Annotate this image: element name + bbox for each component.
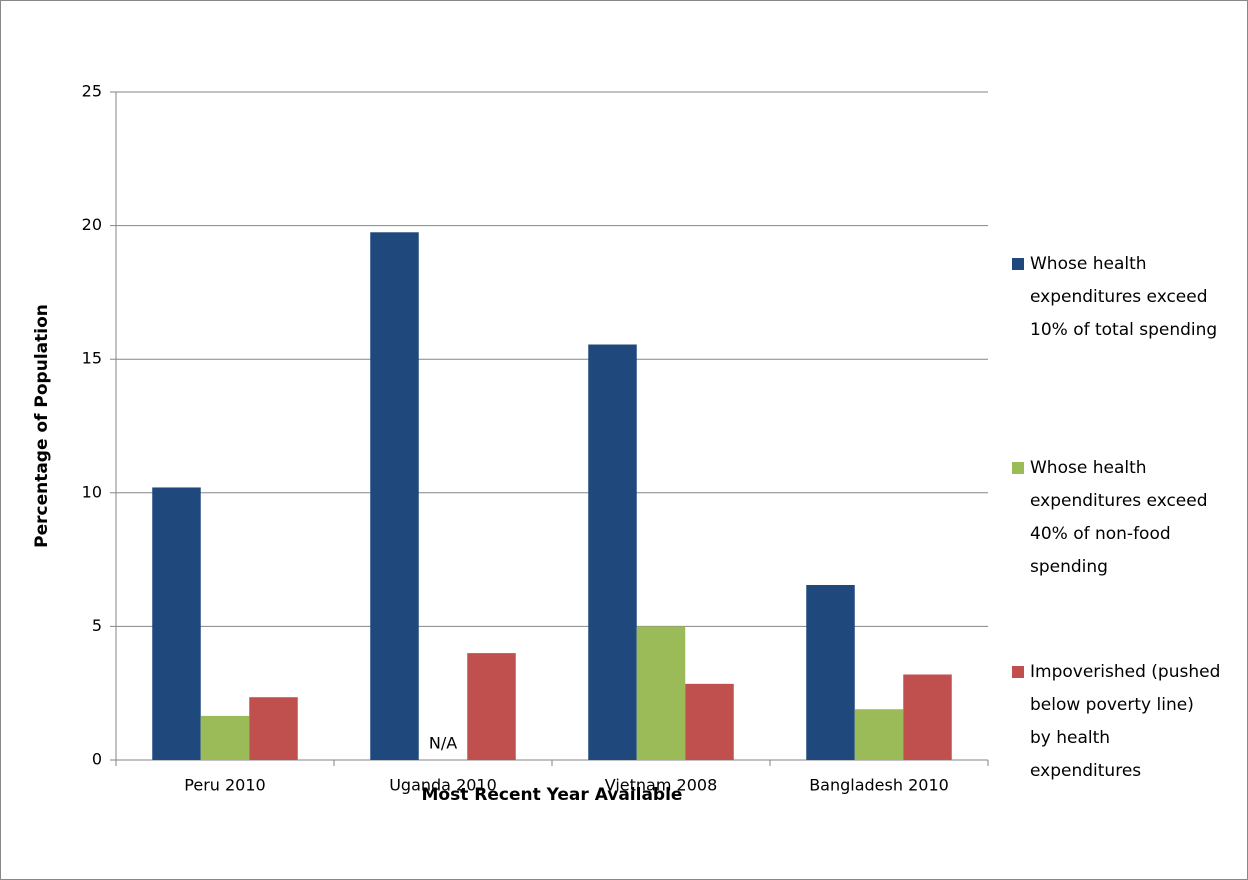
value-label: N/A	[429, 734, 457, 753]
x-tick-label: Uganda 2010	[389, 776, 497, 795]
y-tick-label: 10	[82, 482, 102, 501]
bar	[249, 697, 298, 760]
bar	[588, 344, 637, 760]
x-tick-label: Vietnam 2008	[605, 776, 718, 795]
legend-label: Whose health expenditures exceed 10% of to…	[1030, 254, 1217, 340]
bar	[636, 626, 686, 760]
bar	[467, 653, 516, 760]
legend-label: Whose health expenditures exceed 40% of no…	[1030, 458, 1208, 577]
x-tick-label: Bangladesh 2010	[809, 776, 949, 795]
legend-swatch	[1012, 462, 1024, 474]
x-axis-title: Most Recent Year Available	[422, 785, 683, 805]
y-tick-label: 5	[92, 616, 102, 635]
bar	[370, 232, 419, 760]
y-tick-label: 15	[82, 349, 102, 368]
bar	[806, 584, 855, 760]
y-tick-label: 25	[82, 82, 102, 101]
legend-label: Impoverished (pushed below poverty line) b…	[1030, 662, 1220, 781]
bar	[152, 487, 201, 760]
y-axis-title: Percentage of Population	[32, 304, 52, 548]
bar	[685, 683, 734, 760]
bar	[854, 709, 904, 760]
y-tick-label: 0	[92, 750, 102, 769]
y-tick-label: 20	[82, 215, 102, 234]
x-tick-label: Peru 2010	[184, 776, 265, 795]
legend-swatch	[1012, 258, 1024, 270]
legend-swatch	[1012, 666, 1024, 678]
bar	[200, 715, 250, 760]
bar	[903, 674, 952, 760]
